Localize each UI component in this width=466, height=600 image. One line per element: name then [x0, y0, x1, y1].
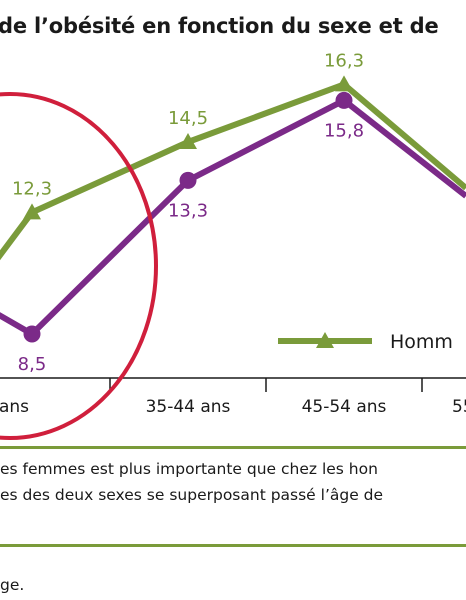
femmes-marker-1 — [179, 171, 197, 189]
femmes-value-label-0: 8,5 — [18, 354, 47, 375]
femmes-marker-0 — [23, 325, 41, 343]
x-tick-label-1: 35-44 ans — [146, 397, 231, 417]
x-tick-label-2: 45-54 ans — [302, 397, 387, 417]
x-tick-label-3: 55 — [452, 397, 466, 417]
source-note: ge. — [0, 576, 25, 594]
hommes-value-label-2: 16,3 — [324, 50, 364, 71]
hommes-value-label-1: 14,5 — [168, 108, 208, 129]
femmes-value-label-1: 13,3 — [168, 200, 208, 221]
series-line-hommes — [0, 81, 466, 261]
note-line-2: es des deux sexes se superposant passé l… — [0, 486, 384, 504]
x-tick-label-0: 5-34 ans — [0, 397, 29, 417]
divider-top — [0, 446, 466, 449]
hommes-marker-1 — [179, 133, 197, 149]
chart-title: de l’obésité en fonction du sexe et de — [0, 14, 439, 38]
highlight-circle — [0, 92, 158, 440]
femmes-marker-2 — [335, 91, 353, 109]
legend-triangle-icon — [316, 332, 334, 348]
hommes-marker-0 — [23, 203, 41, 220]
femmes-value-label-2: 15,8 — [324, 120, 364, 141]
series-line-femmes — [0, 97, 466, 337]
legend-label-hommes: Homm — [390, 331, 453, 353]
hommes-marker-2 — [335, 75, 353, 92]
divider-bottom — [0, 544, 466, 547]
note-line-1: es femmes est plus importante que chez l… — [0, 460, 378, 478]
hommes-value-label-0: 12,3 — [12, 178, 52, 199]
